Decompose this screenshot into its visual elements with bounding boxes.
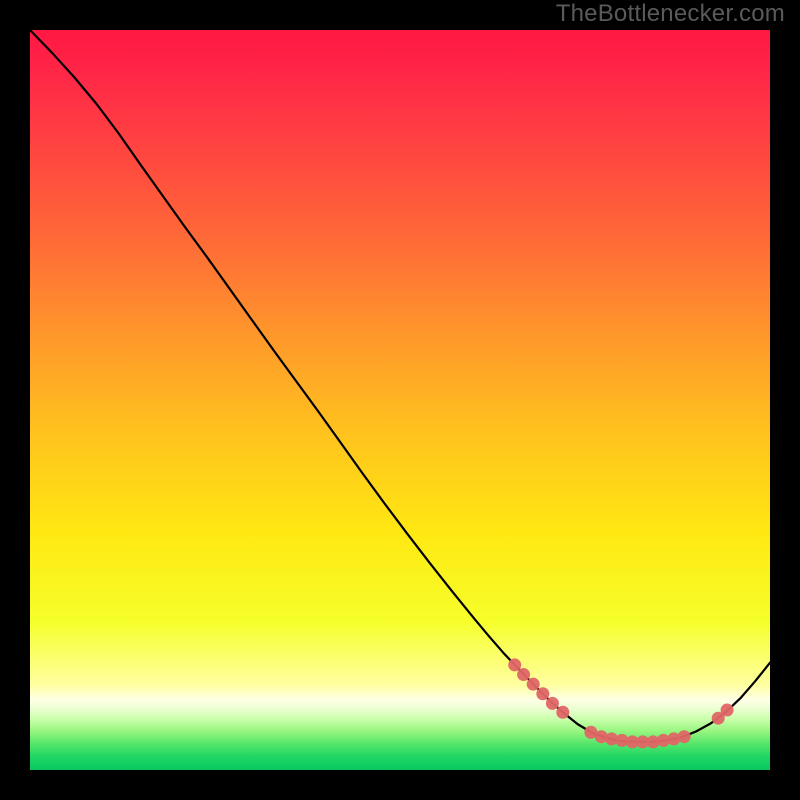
chart-frame: TheBottlenecker.com — [0, 0, 800, 800]
gradient-heatmap — [0, 0, 800, 800]
